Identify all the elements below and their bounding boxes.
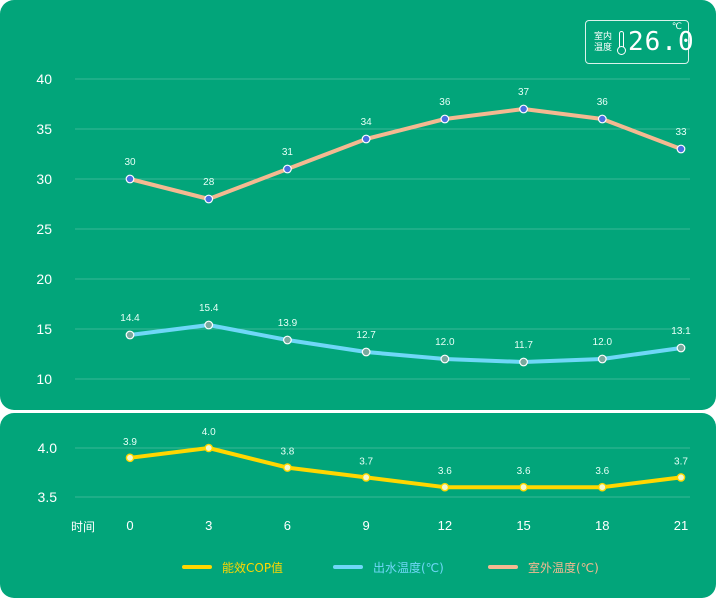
data-point-cop: [676, 473, 686, 482]
data-label-water: 15.4: [199, 303, 219, 314]
data-point-water: [519, 357, 528, 367]
y-tick-label-top: 10: [36, 371, 52, 387]
data-point-cop: [440, 482, 450, 492]
x-tick-label: 9: [363, 518, 370, 533]
data-point-water: [676, 343, 686, 353]
data-point-water: [125, 330, 135, 340]
x-axis-name: 时间: [71, 520, 96, 534]
legend-swatch-water: [333, 565, 363, 569]
series-line-cop: [128, 446, 683, 490]
indoor-temperature-unit: ℃: [671, 22, 682, 32]
data-point-outdoor: [519, 104, 528, 114]
data-point-outdoor: [283, 164, 292, 174]
data-label-cop: 4.0: [202, 427, 216, 438]
legend-item-outdoor[interactable]: 室外温度(℃): [488, 558, 599, 576]
data-label-outdoor: 28: [203, 177, 215, 188]
series-line-water: [128, 323, 683, 364]
x-tick-label: 3: [205, 518, 212, 533]
data-label-water: 13.9: [278, 318, 298, 329]
data-label-cop: 3.7: [359, 456, 373, 467]
data-point-outdoor: [440, 114, 450, 124]
data-label-cop: 3.8: [280, 447, 294, 458]
data-label-water: 12.7: [356, 330, 376, 341]
data-label-cop: 3.7: [674, 456, 688, 467]
main-chart-panel: [0, 0, 716, 410]
legend-label-water: 出水温度(℃): [373, 560, 444, 575]
data-label-outdoor: 37: [518, 87, 530, 98]
y-tick-label-top: 30: [36, 171, 52, 187]
data-point-cop: [519, 482, 528, 492]
data-label-outdoor: 34: [361, 117, 373, 128]
x-tick-label: 12: [438, 518, 452, 533]
series-line-outdoor: [128, 107, 683, 201]
indoor-temperature-value: 26.0: [628, 27, 695, 57]
data-label-water: 13.1: [671, 326, 691, 337]
legend-label-outdoor: 室外温度(℃): [528, 560, 599, 575]
y-tick-label-top: 15: [36, 321, 52, 337]
data-point-cop: [204, 443, 214, 453]
data-label-cop: 3.6: [438, 466, 452, 477]
legend-label-cop: 能效COP值: [222, 560, 284, 575]
legend-swatch-outdoor: [488, 565, 518, 569]
data-label-water: 12.0: [593, 337, 613, 348]
y-tick-label-bottom: 4.0: [38, 440, 58, 456]
y-tick-label-top: 35: [36, 121, 52, 137]
legend-item-water[interactable]: 出水温度(℃): [333, 558, 444, 576]
data-point-outdoor: [125, 174, 135, 184]
data-label-outdoor: 30: [124, 157, 136, 168]
legend-item-cop[interactable]: 能效COP值: [182, 558, 283, 576]
data-point-cop: [283, 463, 292, 472]
data-label-outdoor: 33: [675, 127, 687, 138]
data-point-water: [204, 320, 214, 330]
legend-swatch-cop: [182, 565, 212, 569]
data-label-cop: 3.9: [123, 437, 137, 448]
y-tick-label-bottom: 3.5: [38, 489, 58, 505]
data-point-water: [361, 347, 371, 357]
data-label-outdoor: 36: [439, 97, 451, 108]
thermometer-bulb-icon: [617, 46, 626, 55]
data-label-water: 14.4: [120, 313, 140, 324]
indoor-temperature-label: 室内温度: [594, 32, 613, 53]
data-label-water: 11.7: [514, 340, 533, 351]
data-label-cop: 3.6: [517, 466, 531, 477]
data-point-outdoor: [204, 194, 214, 204]
data-label-outdoor: 31: [282, 147, 294, 158]
x-tick-label: 6: [284, 518, 291, 533]
data-point-cop: [125, 453, 135, 463]
x-tick-label: 18: [595, 518, 609, 533]
data-point-cop: [597, 482, 607, 492]
y-tick-label-top: 25: [36, 221, 52, 237]
data-point-outdoor: [361, 134, 371, 144]
data-label-cop: 3.6: [595, 466, 609, 477]
data-point-cop: [361, 473, 371, 482]
data-point-water: [440, 354, 450, 364]
x-tick-label: 0: [126, 518, 133, 533]
data-label-outdoor: 36: [597, 97, 609, 108]
indoor-temperature-badge: 室内温度 26.0 ℃: [585, 20, 694, 64]
data-point-outdoor: [676, 144, 686, 154]
data-point-water: [283, 335, 292, 345]
data-point-water: [597, 354, 607, 364]
data-label-water: 12.0: [435, 337, 455, 348]
y-tick-label-top: 20: [36, 271, 52, 287]
y-tick-label-top: 40: [36, 71, 52, 87]
data-point-outdoor: [597, 114, 607, 124]
x-tick-label: 15: [516, 518, 530, 533]
x-tick-label: 21: [674, 518, 688, 533]
